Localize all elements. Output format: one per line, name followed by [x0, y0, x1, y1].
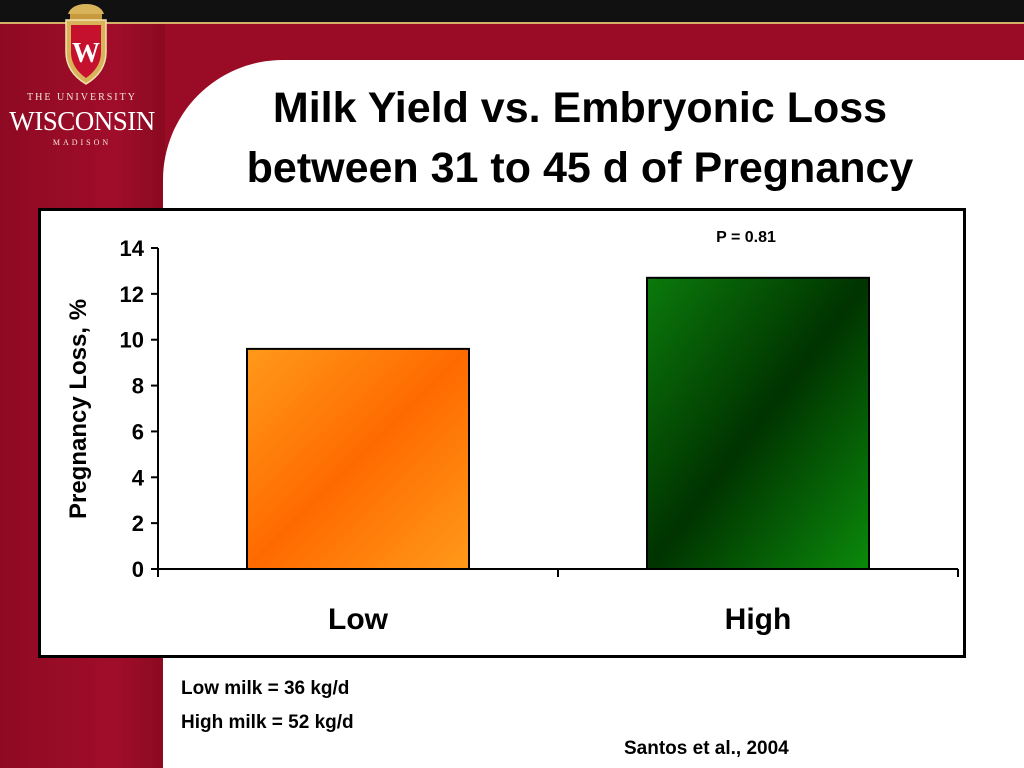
- y-tick-label: 10: [120, 328, 144, 353]
- y-tick-label: 8: [132, 374, 144, 399]
- note-high-milk: High milk = 52 kg/d: [181, 712, 354, 733]
- y-axis-label: Pregnancy Loss, %: [65, 299, 92, 519]
- y-tick-label: 12: [120, 282, 144, 307]
- y-tick-label: 2: [132, 511, 144, 536]
- y-tick-label: 0: [132, 557, 144, 582]
- slide-title: Milk Yield vs. Embryonic Loss between 31…: [200, 78, 960, 198]
- logo-line-2: WISCONSIN: [9, 106, 155, 136]
- crest-letter: W: [72, 38, 100, 69]
- y-tick-label: 14: [120, 236, 145, 261]
- title-line-1: Milk Yield vs. Embryonic Loss: [272, 84, 888, 132]
- logo-line-3: MADISON: [52, 138, 112, 147]
- crest-icon: W: [65, 4, 107, 85]
- top-bar: [0, 0, 1024, 24]
- university-logo: W THE UNIVERSITY WISCONSIN MADISON: [8, 2, 156, 152]
- bar-high: [646, 276, 870, 571]
- y-tick-label: 4: [132, 465, 145, 490]
- citation: Santos et al., 2004: [624, 738, 789, 759]
- title-line-2: between 31 to 45 d of Pregnancy: [246, 144, 914, 192]
- bar-low: [246, 347, 470, 570]
- y-tick-label: 6: [132, 419, 144, 444]
- right-edge: [1010, 60, 1024, 768]
- p-value-annotation: P = 0.81: [716, 229, 776, 246]
- x-tick-label-high: High: [725, 603, 792, 636]
- bar-chart: 0 2 4 6 8 10 12 14 Low High Pregnancy Loss, % P = 0…: [38, 208, 966, 658]
- logo-line-1: THE UNIVERSITY: [27, 92, 137, 103]
- note-low-milk: Low milk = 36 kg/d: [181, 678, 350, 699]
- x-tick-label-low: Low: [328, 603, 389, 636]
- chart-canvas: 0 2 4 6 8 10 12 14 Low High Pregnancy Loss, % P = 0…: [65, 229, 959, 636]
